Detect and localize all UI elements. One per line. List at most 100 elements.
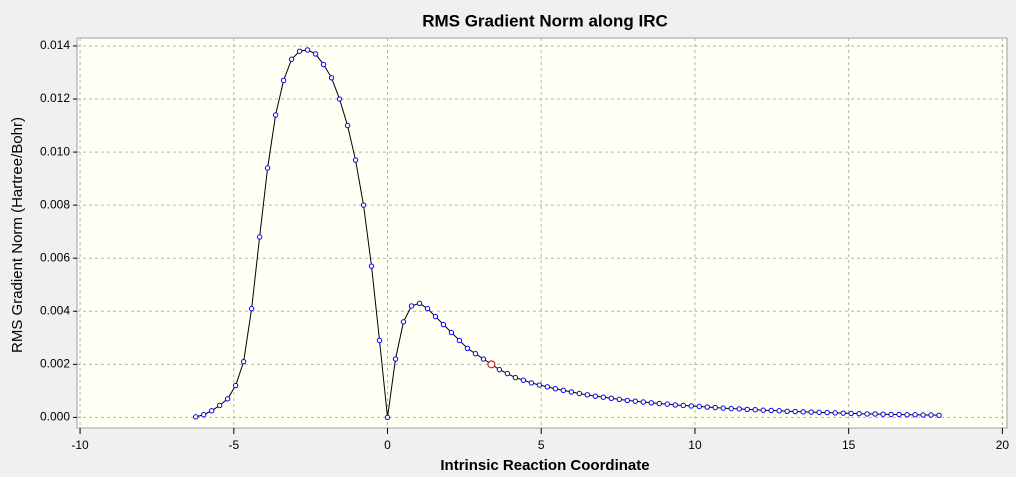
- data-point: [848, 410, 854, 417]
- y-tick-label: 0.008: [40, 197, 70, 211]
- data-point: [200, 412, 207, 418]
- data-point: [224, 396, 231, 402]
- data-point: [392, 356, 399, 362]
- x-tick-label: 0: [384, 438, 391, 452]
- data-point: [448, 329, 455, 336]
- x-axis-label: Intrinsic Reaction Coordinate: [440, 457, 649, 474]
- data-point: [728, 405, 734, 412]
- data-point: [360, 202, 367, 208]
- data-point: [832, 410, 838, 416]
- y-tick-label: 0.002: [40, 356, 70, 370]
- data-point: [320, 61, 327, 68]
- data-point: [616, 396, 623, 403]
- data-point: [584, 392, 591, 398]
- data-point: [304, 47, 311, 53]
- data-point: [712, 404, 718, 411]
- data-point: [632, 398, 639, 404]
- data-point: [736, 406, 742, 412]
- data-point: [280, 77, 287, 84]
- data-point: [384, 414, 391, 421]
- data-point: [240, 358, 247, 365]
- data-point: [272, 112, 279, 118]
- x-tick-label: 15: [842, 438, 856, 452]
- data-point: [456, 337, 463, 344]
- data-point: [608, 395, 615, 401]
- data-point: [480, 356, 487, 362]
- data-point: [760, 407, 766, 413]
- data-point: [192, 414, 199, 420]
- data-point: [368, 263, 375, 269]
- data-point: [544, 384, 551, 390]
- data-point: [720, 405, 726, 411]
- x-tick-label: -5: [228, 438, 239, 452]
- data-point: [912, 412, 918, 418]
- x-tick-label: 20: [996, 438, 1010, 452]
- data-point: [400, 319, 407, 325]
- data-point: [888, 411, 894, 418]
- x-tick-label: 5: [538, 438, 545, 452]
- data-point: [872, 411, 878, 417]
- data-point: [536, 382, 543, 388]
- y-tick-label: 0.004: [40, 303, 70, 317]
- data-point: [936, 412, 942, 418]
- data-point: [856, 410, 862, 417]
- data-point: [520, 377, 527, 383]
- y-tick-label: 0.014: [40, 38, 70, 52]
- x-tick-label: -10: [71, 438, 89, 452]
- data-point: [880, 411, 886, 417]
- data-point: [784, 408, 790, 414]
- data-point: [512, 374, 519, 381]
- data-point: [296, 48, 303, 54]
- data-point: [328, 75, 335, 81]
- y-axis-label: RMS Gradient Norm (Hartree/Bohr): [9, 117, 26, 353]
- data-point: [352, 157, 359, 163]
- data-line: [195, 49, 940, 418]
- data-point: [496, 366, 503, 373]
- data-point: [592, 393, 599, 399]
- data-point: [744, 406, 750, 413]
- data-point: [504, 370, 511, 377]
- data-point: [656, 400, 662, 407]
- data-point: [664, 401, 670, 407]
- data-point: [472, 351, 479, 357]
- data-point: [424, 305, 431, 312]
- data-point: [704, 404, 710, 410]
- data-point: [552, 386, 559, 392]
- data-point: [440, 321, 447, 328]
- data-point: [920, 412, 926, 418]
- data-point: [800, 409, 806, 415]
- data-point: [752, 406, 758, 413]
- data-point: [840, 410, 846, 416]
- data-point: [600, 394, 607, 400]
- data-point: [256, 234, 263, 240]
- data-point: [696, 403, 702, 410]
- data-point: [288, 56, 295, 62]
- data-point: [416, 300, 423, 307]
- data-point: [560, 387, 567, 394]
- data-point: [344, 122, 351, 129]
- data-point: [928, 412, 934, 418]
- data-point: [248, 305, 255, 312]
- data-point: [768, 407, 774, 414]
- data-point: [624, 397, 631, 404]
- data-point: [264, 165, 271, 171]
- highlighted-point: [487, 360, 496, 369]
- data-point: [904, 412, 910, 418]
- data-point: [432, 313, 439, 320]
- data-point: [216, 402, 223, 409]
- data-point: [864, 411, 870, 417]
- data-point: [336, 96, 343, 102]
- data-point: [568, 389, 575, 395]
- data-point: [208, 408, 215, 414]
- data-point: [312, 51, 319, 57]
- data-point: [528, 380, 535, 386]
- y-tick-label: 0.012: [40, 91, 70, 105]
- data-point: [464, 345, 471, 352]
- data-point: [824, 409, 830, 416]
- data-point: [376, 337, 383, 344]
- chart-title: RMS Gradient Norm along IRC: [422, 11, 668, 30]
- y-tick-label: 0.000: [40, 410, 70, 424]
- y-tick-label: 0.010: [40, 144, 70, 158]
